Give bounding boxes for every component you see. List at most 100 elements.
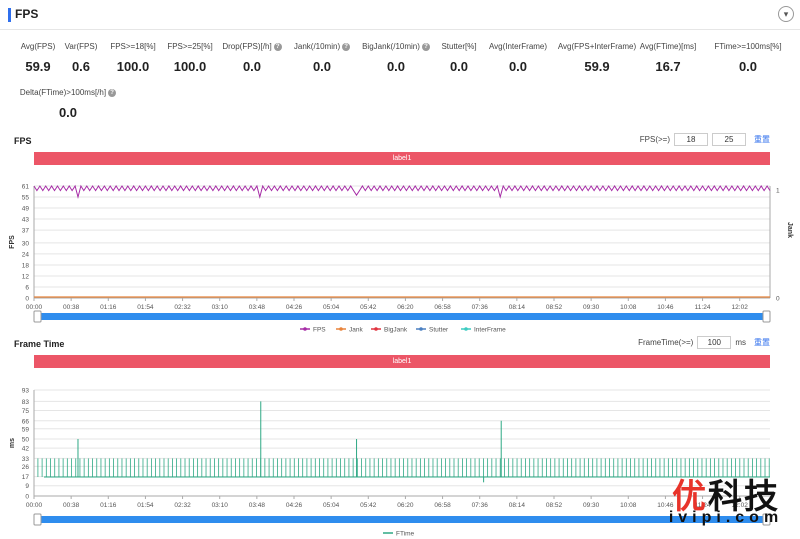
x-tick-label: 09:30 [583,304,600,311]
x-tick-label: 12:02 [732,502,749,509]
metric-label: Avg(FTime)[ms] [618,42,718,51]
x-tick-label: 00:00 [26,502,43,509]
y-tick-label: 18 [22,262,30,269]
legend-label: BigJank [384,327,408,334]
x-tick-label: 02:32 [174,304,191,311]
fps-label-bar[interactable]: label1 [34,152,770,165]
legend-marker [374,327,378,331]
x-tick-label: 10:46 [657,304,674,311]
x-tick-label: 00:38 [63,502,80,509]
legend-item[interactable]: Jank [336,327,363,334]
collapse-chevron-icon[interactable]: ▾ [778,6,794,22]
metric-label: Delta(FTime)>100ms[/h]? [18,88,118,97]
metric-label-text: FTime>=100ms[%] [714,42,782,51]
metric-label-text: Delta(FTime)>100ms[/h] [19,88,107,97]
help-icon[interactable]: ? [108,88,117,97]
metric-label-text: FPS>=25[%] [167,42,213,51]
slider-handle-left[interactable] [33,310,42,323]
x-tick-label: 05:04 [323,502,340,509]
x-tick-label: 04:26 [286,304,303,311]
frametime-reset-link[interactable]: 重置 [754,338,770,347]
metric-label-text: BigJank(/10min) [362,42,420,51]
x-tick-label: 00:38 [63,304,80,311]
x-tick-label: 07:36 [472,502,489,509]
legend-marker [339,327,343,331]
legend-label: Stutter [429,327,449,334]
metric-label-text: FPS>=18[%] [110,42,156,51]
fps-series-line [33,184,771,199]
metric-label: Drop(FPS)[/h]? [202,42,302,51]
x-tick-label: 08:52 [546,304,563,311]
slider-handle-right[interactable] [762,310,771,323]
y-axis-title: FPS [9,235,16,249]
legend-item[interactable]: InterFrame [461,327,506,334]
y-tick-label: 83 [22,399,30,406]
time-range-slider[interactable] [36,516,768,523]
legend-marker [303,327,307,331]
metric-value: 0.0 [738,59,758,74]
legend-item[interactable]: FTime [383,531,415,538]
y-tick-label: 24 [22,251,30,258]
x-tick-label: 10:08 [620,502,637,509]
y-tick-label: 42 [22,446,30,453]
watermark-logo: 优科技 ivipi.com [656,469,796,531]
slider-handle-right[interactable] [762,513,771,526]
x-tick-label: 08:52 [546,502,563,509]
x-tick-label: 05:42 [360,304,377,311]
x-tick-label: 01:54 [137,304,154,311]
frametime-threshold-input[interactable] [697,336,732,349]
help-icon[interactable]: ? [273,42,282,51]
y-tick-label: 0 [25,296,29,303]
x-tick-label: 10:46 [657,502,674,509]
frametime-label-bar[interactable]: label1 [34,355,770,368]
slider-handle-left[interactable] [33,513,42,526]
metric-label: FTime>=100ms[%] [698,42,798,51]
metric-value: 0.0 [58,105,78,120]
frametime-chart-title: Frame Time [14,339,65,349]
x-tick-label: 03:48 [249,502,266,509]
page-title: FPS [15,7,39,21]
fps-threshold-input-2[interactable] [712,133,746,146]
y-tick-label: 33 [22,456,30,463]
metric-item: Avg(InterFrame) 0.0 [468,42,568,74]
x-tick-label: 01:16 [100,304,117,311]
metric-item: BigJank(/10min)? 0.0 [346,42,446,74]
fps-threshold-controls: FPS(>=) 重置 [640,133,770,146]
watermark-domain: ivipi.com [668,509,784,526]
x-tick-label: 03:48 [249,304,266,311]
help-icon[interactable]: ? [421,42,430,51]
right-tick-label: 1 [776,188,780,195]
metric-label-text: Avg(InterFrame) [488,42,548,51]
legend-item[interactable]: BigJank [371,327,408,334]
metric-label: FPS>=25[%] [140,42,240,51]
legend-label: Jank [349,327,363,334]
metric-item: Avg(FTime)[ms] 16.7 [618,42,718,74]
legend-marker [419,327,423,331]
metric-value: 0.6 [71,59,91,74]
metric-label: FPS>=18[%] [83,42,183,51]
metric-label: BigJank(/10min)? [346,42,446,51]
time-range-slider[interactable] [36,313,768,320]
metric-value: 16.7 [655,59,681,74]
y-tick-label: 0 [25,494,29,501]
y-tick-label: 93 [22,388,30,395]
help-icon[interactable]: ? [342,42,351,51]
x-tick-label: 08:14 [509,304,526,311]
y-axis-title: ms [9,438,16,448]
fps-reset-link[interactable]: 重置 [754,135,770,144]
fps-threshold-input-1[interactable] [674,133,708,146]
metric-value: 0.0 [449,59,469,74]
legend-label: FTime [396,531,415,538]
metric-label: Avg(InterFrame) [468,42,568,51]
legend-item[interactable]: FPS [300,327,326,334]
y-tick-label: 43 [22,217,30,224]
metric-item: Jank(/10min)? 0.0 [272,42,372,74]
metric-item: Drop(FPS)[/h]? 0.0 [202,42,302,74]
metric-label-text: Drop(FPS)[/h] [222,42,272,51]
legend-item[interactable]: Stutter [416,327,449,334]
metric-label-text: Avg(FPS) [20,42,56,51]
metric-label-text: Jank(/10min) [293,42,341,51]
metric-item: FPS>=18[%] 100.0 [83,42,183,74]
metric-label-text: Avg(FTime)[ms] [639,42,697,51]
x-tick-label: 05:42 [360,502,377,509]
